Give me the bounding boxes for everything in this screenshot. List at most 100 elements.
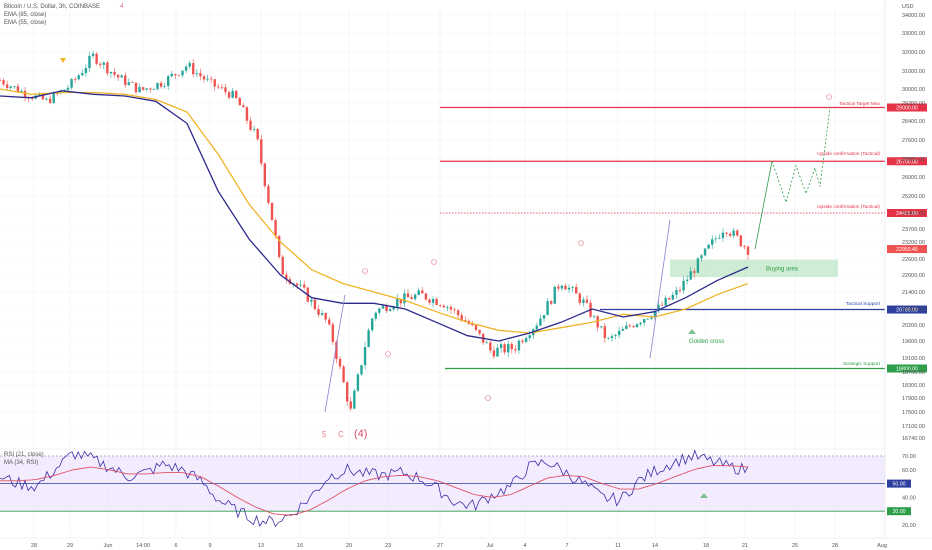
x-tick-label: 11 [615, 543, 621, 549]
candle-body [145, 88, 148, 90]
candle-body [206, 78, 209, 80]
candle-body [496, 347, 499, 357]
level-tag-label: 26700.00 [896, 159, 918, 165]
x-tick-label: 7 [565, 543, 568, 549]
candle-body [235, 90, 238, 99]
x-tick-label: 13 [258, 543, 264, 549]
candle-body [363, 347, 367, 366]
candle-body [195, 73, 199, 75]
level-name: Upside confirmation (Tactical) [817, 204, 880, 210]
rsi-level-tag [887, 479, 911, 488]
y-tick-label: 34000.00 [902, 13, 925, 19]
candle-body [711, 239, 714, 245]
candle-body [535, 325, 539, 330]
candle-body [116, 74, 120, 78]
candle-body [460, 315, 463, 321]
candle-body [170, 73, 173, 77]
y-tick-label: 23200.00 [902, 240, 925, 246]
candle-body [549, 301, 553, 304]
candle-body [163, 85, 166, 87]
level-tag [887, 364, 927, 373]
x-tick-label: 18 [703, 543, 709, 549]
last-price-tag [887, 245, 927, 254]
level-tag [887, 209, 927, 217]
candle-body [209, 78, 213, 80]
annotation-wave-5: 5 [322, 430, 327, 439]
candle-body [725, 232, 728, 234]
candle-body [217, 86, 220, 88]
y-tick-label: 30000.00 [902, 87, 925, 93]
rsi-legend: RSI (21, close) MA (34, RSI) [4, 451, 44, 467]
candle-body [492, 350, 496, 357]
candle-body [252, 129, 256, 130]
candle-body [281, 256, 284, 275]
y-axis: USD 16740.00 17100.00 17500.00 17900.00 18300… [884, 0, 925, 538]
candle-body [571, 287, 574, 288]
candle-body [600, 326, 603, 328]
candle-body [421, 290, 424, 294]
candle-body [220, 87, 224, 89]
level-tag-label: 18800.00 [896, 367, 918, 373]
candle-body [299, 284, 302, 286]
candle-body [542, 315, 546, 319]
y-tick-label: 32000.00 [902, 50, 925, 56]
candle-body [313, 299, 317, 310]
candle-body [653, 311, 657, 318]
candle-body [499, 344, 503, 348]
wave-marker [385, 351, 391, 357]
level-name: Strategic Support [843, 361, 881, 367]
price-levels: Tactical Target Max 29000.00 Upside confir… [440, 101, 927, 373]
candle-body [575, 287, 578, 294]
candle-body [456, 310, 460, 316]
y-axis-unit: USD [902, 4, 914, 10]
rsi-marker [700, 493, 708, 498]
rsi-line [0, 449, 749, 528]
candle-body [345, 382, 349, 402]
y-tick-label: 27600.00 [902, 138, 925, 144]
candle-body [242, 105, 245, 108]
candle-body [181, 70, 184, 76]
candle-body [113, 71, 116, 75]
candle-body [310, 299, 313, 302]
ema-lines [0, 88, 749, 342]
level-name: Tactical Support [846, 301, 881, 307]
x-tick-label: 14:00 [136, 543, 150, 549]
candle-body [632, 326, 635, 328]
x-axis: 28 29 Jun 14:00 6 9 13 16 20 23 27 Jul 4 7 11 14 18 21 25 2… [0, 537, 932, 549]
candle-body [435, 298, 438, 306]
candle-body [70, 79, 73, 88]
candle-body [127, 82, 131, 85]
y-tick-label: 17500.00 [902, 410, 925, 416]
candle-body [285, 274, 288, 280]
candle-body [528, 335, 531, 339]
x-tick-label: 29 [67, 543, 73, 549]
candle-body [95, 53, 98, 64]
candle-body [88, 55, 91, 69]
candle-body [360, 365, 363, 375]
y-tick-label: 29200.00 [902, 101, 925, 107]
y-tick-label: 33000.00 [902, 31, 925, 37]
candle-body [131, 82, 134, 83]
top-marker [60, 58, 66, 63]
candle-body [449, 307, 453, 310]
candle-body [635, 324, 639, 328]
candle-body [721, 232, 725, 238]
candle-body [582, 299, 585, 303]
candle-body [546, 301, 549, 316]
buying-area-zone [670, 259, 838, 277]
candle-body [9, 86, 12, 88]
candle-body [263, 163, 267, 186]
x-tick-label: Aug [877, 543, 887, 549]
candle-body [578, 293, 581, 303]
candle-body [231, 90, 234, 98]
candle-body [134, 82, 138, 93]
candle-body [560, 285, 564, 289]
candle-body [424, 293, 428, 300]
candle-body [403, 293, 406, 304]
candle-body [610, 336, 614, 339]
y-tick-label: 19100.00 [902, 356, 925, 362]
candle-body [592, 316, 596, 318]
level-tag-label: 29000.00 [896, 106, 918, 112]
rsi-level-tag [887, 507, 911, 516]
